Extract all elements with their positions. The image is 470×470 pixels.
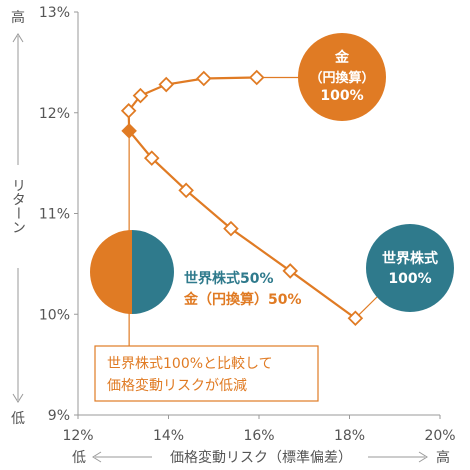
data-point <box>158 76 175 93</box>
callout-line-1: 世界株式100%と比較して <box>107 356 273 372</box>
data-point <box>143 150 160 166</box>
y-tick-label: 13% <box>39 5 70 21</box>
x-tick-label: 20% <box>424 428 455 444</box>
data-point <box>347 310 364 327</box>
y-axis-high-label: 高 <box>11 9 25 26</box>
data-point <box>282 263 298 279</box>
stock-100-bubble <box>366 224 454 312</box>
gold-bubble-label: 金 <box>334 49 350 66</box>
gold-bubble-sublabel: （円換算） <box>309 70 374 86</box>
mix-stock-label: 世界株式50% <box>184 270 274 287</box>
data-point <box>178 182 194 199</box>
y-tick-label: 10% <box>39 307 70 323</box>
data-point <box>223 220 239 237</box>
x-axis-arrow-right-head <box>418 451 428 463</box>
x-axis-low-label: 低 <box>72 450 86 466</box>
y-axis-arrow-down-head <box>12 393 24 403</box>
data-point <box>196 70 212 87</box>
y-axis-arrow-up-head <box>12 33 24 43</box>
x-axis-title: 価格変動リスク（標準偏差） <box>170 449 352 466</box>
mix-circle-gold-half <box>90 230 132 314</box>
data-point <box>248 69 265 86</box>
callout-box <box>94 345 319 402</box>
highlight-point <box>121 123 137 139</box>
stock-bubble-label: 世界株式 <box>382 250 438 267</box>
x-tick-label: 14% <box>153 428 184 444</box>
y-axis-title: リターン <box>10 178 26 234</box>
stock-bubble-value: 100% <box>388 271 431 287</box>
data-point <box>132 87 149 104</box>
y-tick-label: 11% <box>39 207 70 223</box>
x-axis-high-label: 高 <box>436 449 450 466</box>
gold-bubble-value: 100% <box>320 88 363 104</box>
y-tick-label: 9% <box>48 408 70 424</box>
gold-100-bubble <box>298 33 386 121</box>
x-tick-label: 18% <box>334 428 365 444</box>
callout-line-2: 価格変動リスクが低減 <box>107 377 247 394</box>
data-point <box>120 102 137 119</box>
x-tick-label: 12% <box>62 428 93 444</box>
x-tick-label: 16% <box>243 428 274 444</box>
y-tick-label: 12% <box>39 106 70 122</box>
mix-circle-stock-half <box>132 230 174 314</box>
mix-gold-label: 金（円換算）50% <box>183 291 302 308</box>
y-axis-low-label: 低 <box>11 411 25 427</box>
x-axis-arrow-left-head <box>92 451 102 463</box>
